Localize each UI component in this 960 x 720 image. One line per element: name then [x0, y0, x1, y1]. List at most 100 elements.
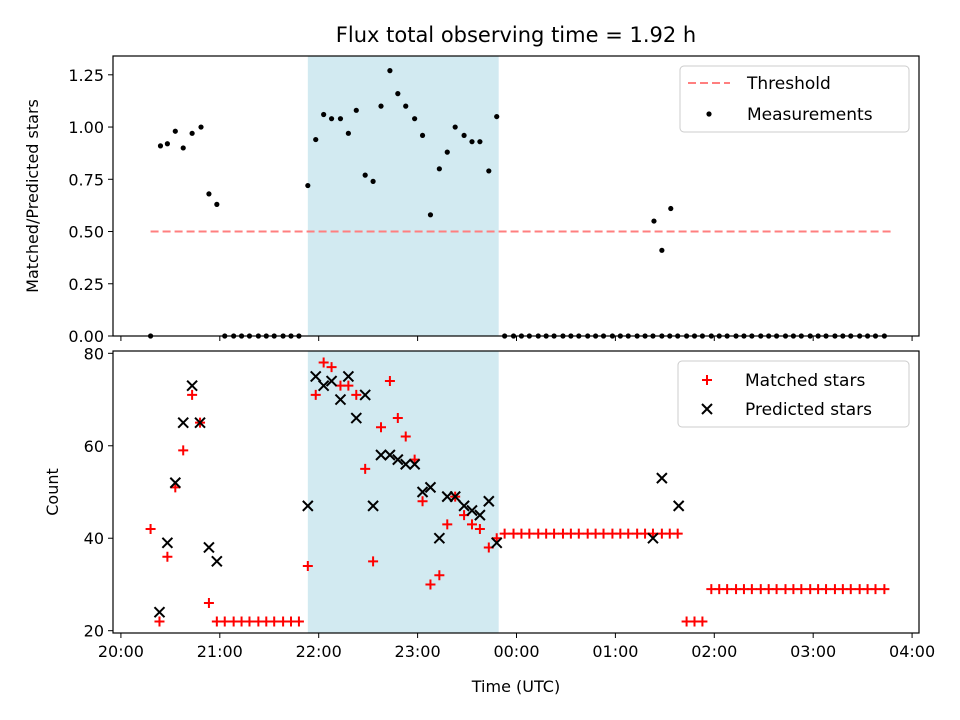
measurement-point — [370, 178, 376, 184]
bottom-y-axis-label: Count — [43, 468, 62, 516]
top-y-axis-label: Matched/Predicted stars — [23, 99, 42, 293]
matched-star-marker — [343, 380, 354, 391]
measurement-point — [328, 116, 335, 122]
matched-star-marker — [524, 528, 535, 539]
x-tick-label: 22:00 — [296, 642, 342, 661]
top-legend: Threshold Measurements — [679, 65, 910, 133]
matched-star-marker — [269, 616, 280, 627]
matched-star-marker — [187, 389, 198, 400]
predicted-star-marker — [466, 504, 478, 517]
measurement-point — [419, 132, 426, 139]
predicted-star-marker — [483, 495, 495, 507]
x-tick-label: 00:00 — [493, 642, 539, 661]
legend-matched-label: Matched stars — [745, 371, 865, 391]
matched-star-marker — [351, 389, 362, 400]
matched-star-marker — [474, 523, 485, 534]
measurement-point — [198, 124, 204, 130]
matched-star-marker — [400, 431, 411, 442]
predicted-star-marker — [672, 500, 685, 512]
measurement-point — [387, 68, 393, 74]
measurement-point — [345, 130, 351, 136]
measurement-point — [444, 149, 450, 155]
matched-star-marker — [244, 616, 255, 627]
measurement-point — [378, 103, 384, 109]
measurement-point — [412, 116, 418, 122]
predicted-star-marker — [449, 490, 461, 503]
top-y-tick-label: 1.25 — [68, 66, 104, 85]
predicted-star-marker — [153, 606, 166, 618]
matched-star-marker — [384, 376, 395, 387]
measurement-point — [452, 124, 458, 130]
predicted-star-marker — [474, 509, 486, 521]
matched-star-marker — [796, 584, 807, 595]
x-tick-label: 02:00 — [691, 642, 737, 661]
measurement-point — [362, 172, 368, 178]
matched-star-marker — [623, 528, 634, 539]
measurement-point — [651, 218, 657, 224]
measurement-point — [337, 116, 344, 122]
predicted-star-marker — [186, 379, 198, 392]
matched-star-marker — [573, 528, 584, 539]
predicted-star-marker — [656, 472, 668, 484]
measurement-point — [427, 212, 434, 218]
measurement-point — [436, 166, 442, 172]
predicted-star-marker — [458, 500, 470, 512]
top-y-tick-label: 0.00 — [68, 327, 104, 346]
matched-star-marker — [425, 579, 436, 590]
matched-star-marker — [178, 445, 189, 456]
predicted-star-marker — [211, 555, 223, 568]
top-legend-box — [679, 65, 910, 133]
measurement-point — [157, 143, 164, 149]
matched-star-marker — [499, 528, 510, 539]
matched-star-marker — [145, 523, 156, 534]
bottom-y-tick-label: 40 — [84, 529, 104, 548]
matched-star-marker — [466, 519, 477, 530]
predicted-stars-series — [153, 370, 685, 618]
matched-star-marker — [368, 556, 379, 567]
legend-measurements-label: Measurements — [747, 105, 873, 125]
measurement-point — [395, 91, 401, 97]
bottom-legend-box — [677, 360, 910, 428]
top-y-tick-label: 1.00 — [68, 118, 104, 137]
matched-star-marker — [360, 463, 371, 474]
predicted-star-marker — [203, 541, 215, 554]
x-tick-label: 21:00 — [197, 642, 243, 661]
predicted-star-marker — [161, 537, 174, 549]
predicted-star-marker — [334, 393, 347, 406]
predicted-star-marker — [350, 412, 362, 424]
bottom-axes-frame — [112, 350, 920, 634]
matched-star-marker — [697, 616, 708, 627]
measurement-point — [189, 130, 195, 136]
matched-star-marker — [746, 584, 757, 595]
predicted-star-marker — [169, 477, 182, 489]
matched-star-marker — [879, 584, 890, 595]
measurement-point — [659, 247, 665, 253]
measurement-point — [353, 107, 359, 113]
x-tick-label: 20:00 — [98, 642, 144, 661]
predicted-star-marker — [491, 537, 503, 549]
top-y-tick-label: 0.50 — [68, 223, 104, 242]
bottom-panel: 20 40 60 80 20:00 21:00 22:00 23:00 00:00 01:00 02… — [84, 344, 935, 661]
top-axes-frame — [112, 55, 920, 337]
matched-star-marker — [434, 570, 445, 581]
x-axis-label: Time (UTC) — [471, 677, 560, 696]
matched-star-marker — [598, 528, 609, 539]
predicted-star-marker — [317, 379, 330, 392]
predicted-star-marker — [342, 370, 355, 383]
predicted-star-marker — [408, 458, 421, 470]
predicted-star-marker — [367, 500, 379, 512]
predicted-star-marker — [177, 416, 189, 429]
matched-star-marker — [293, 616, 304, 627]
predicted-star-marker — [400, 458, 412, 470]
bottom-shaded-span — [307, 351, 499, 633]
predicted-star-marker — [359, 389, 371, 401]
matched-star-marker — [310, 389, 321, 400]
matched-star-marker — [442, 519, 453, 530]
bottom-y-tick-label: 20 — [84, 622, 104, 641]
matched-star-marker — [821, 584, 832, 595]
measurement-point — [477, 139, 483, 145]
x-tick-label: 03:00 — [790, 642, 836, 661]
matched-star-marker — [845, 584, 856, 595]
matched-star-marker — [672, 528, 683, 539]
bottom-y-tick-label: 80 — [84, 344, 104, 363]
